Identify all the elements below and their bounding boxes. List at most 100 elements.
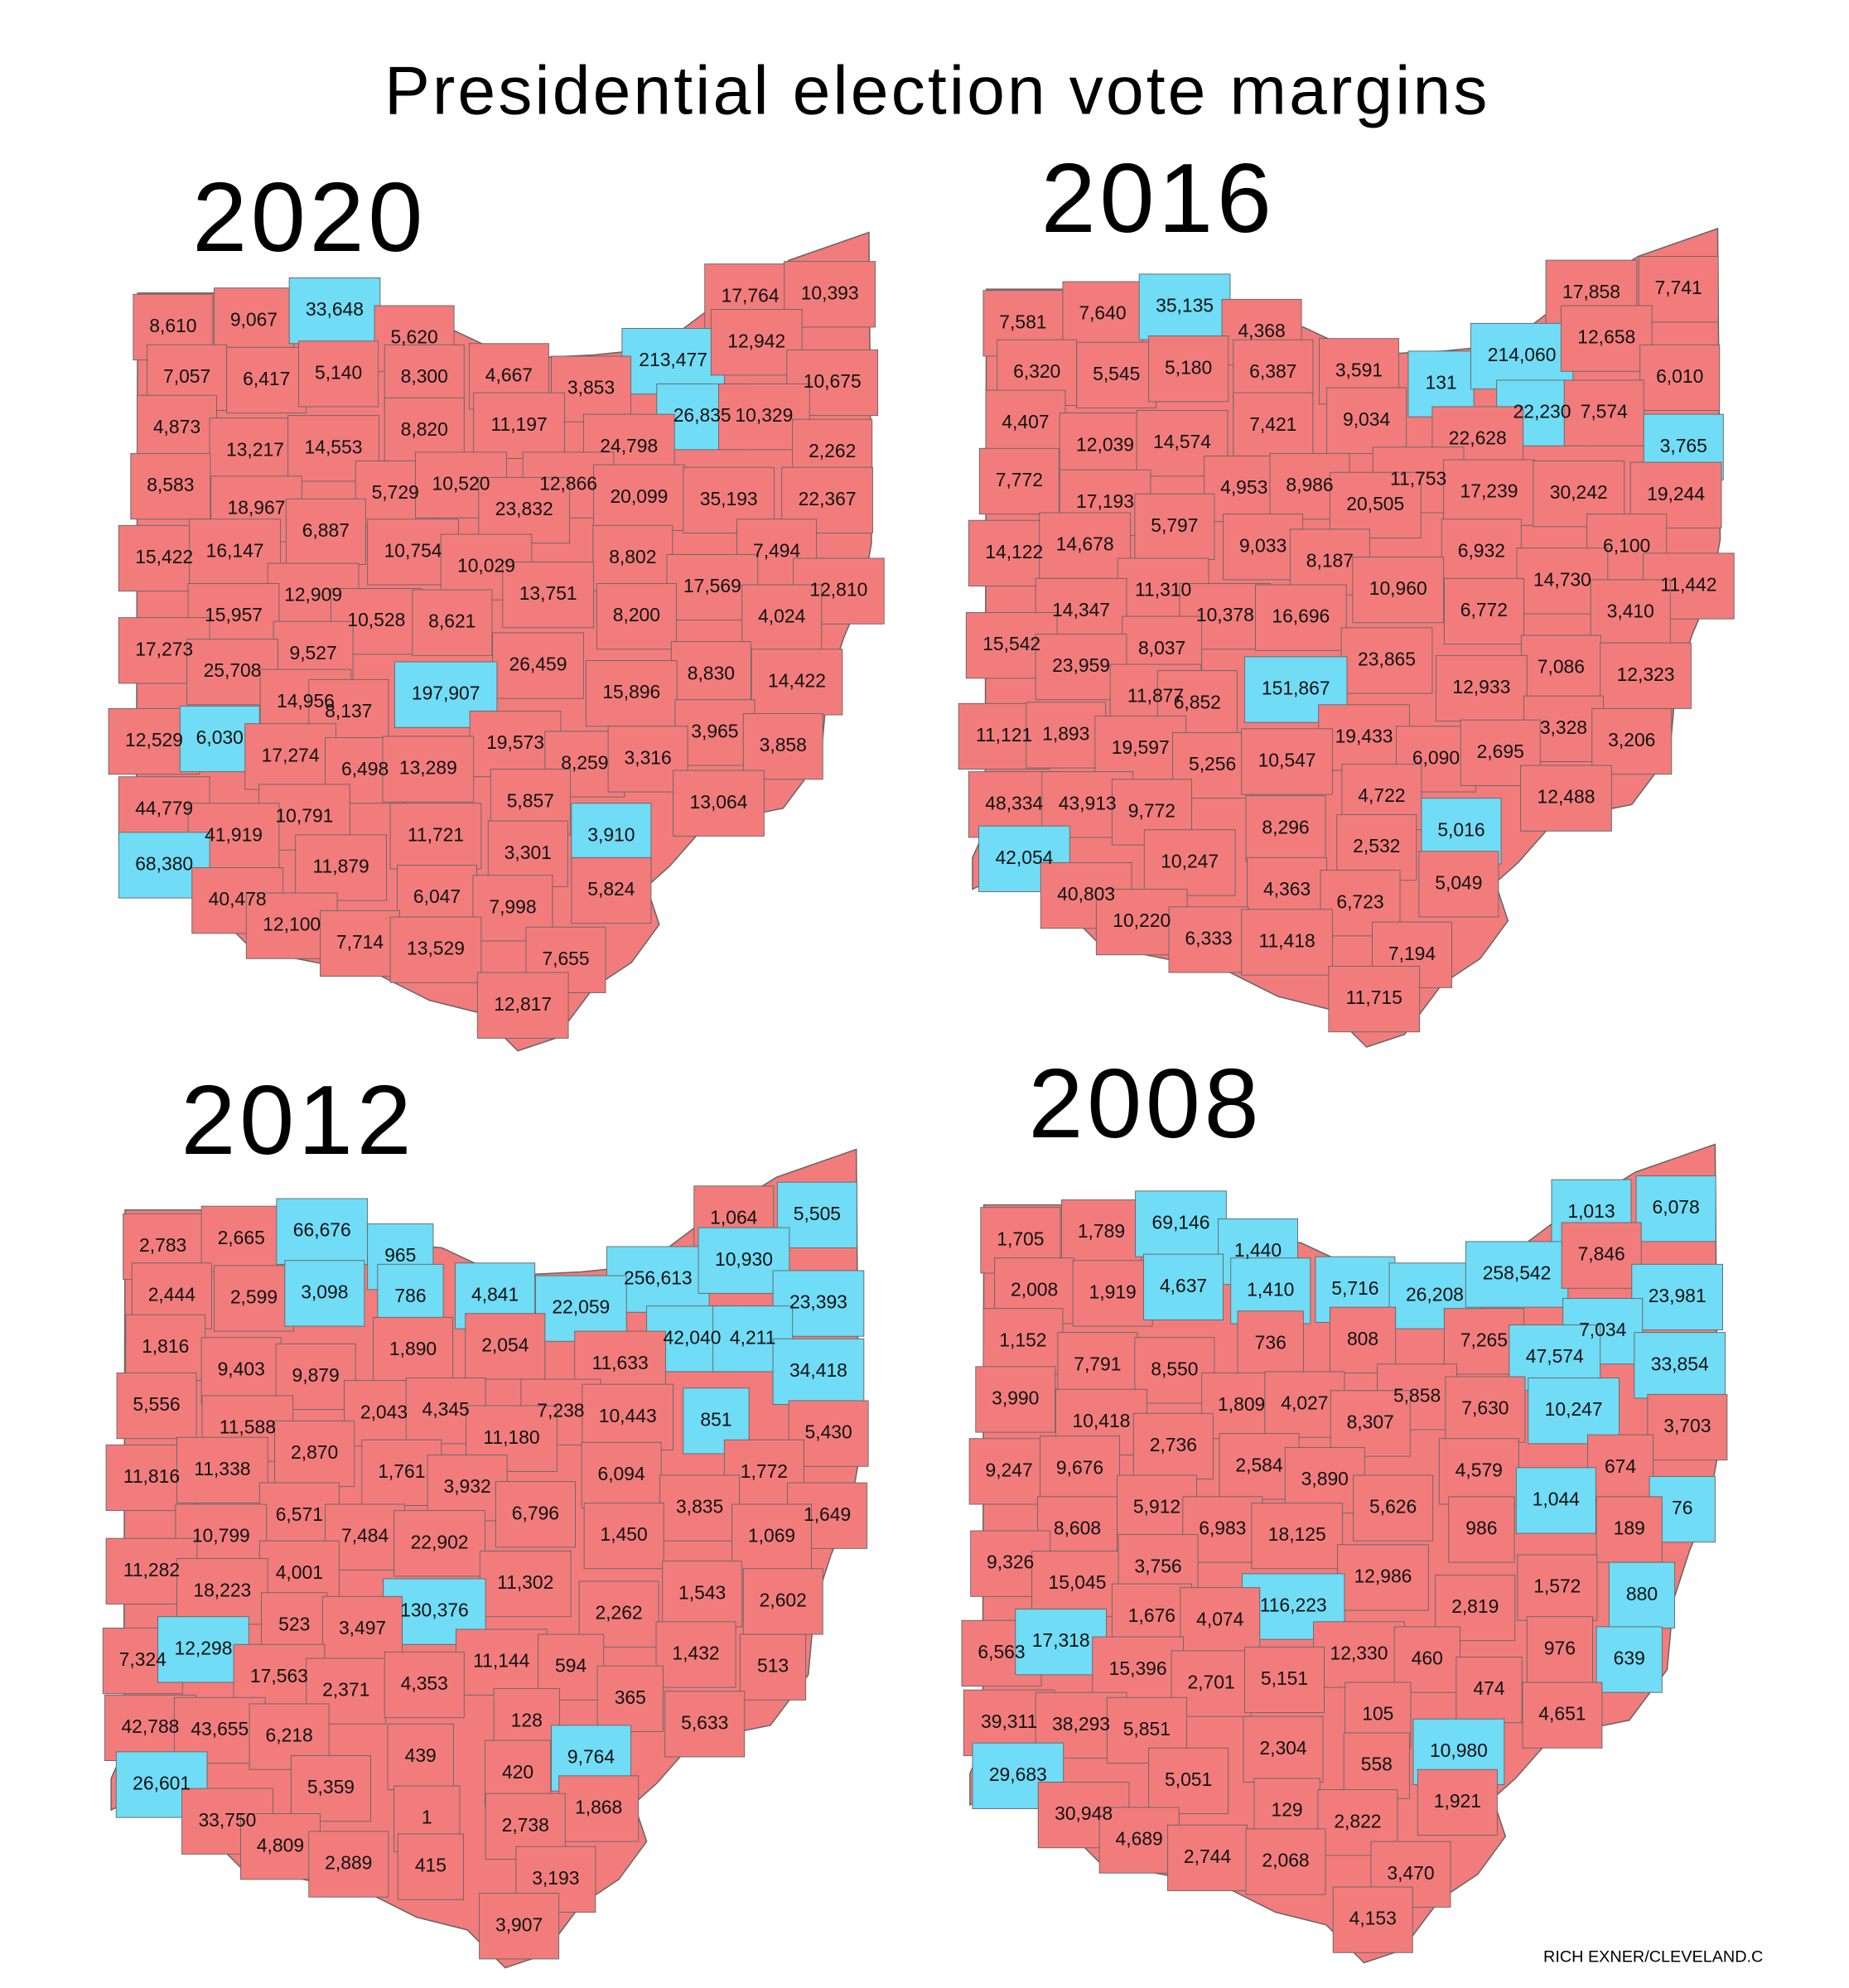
county-fill — [1148, 1747, 1229, 1815]
county-label: 2,444 — [148, 1283, 196, 1305]
county-label: 68,380 — [135, 853, 193, 875]
county-label: 10,443 — [599, 1405, 657, 1426]
county-label: 17,764 — [722, 284, 780, 306]
county-fill — [1515, 1467, 1596, 1534]
county-label: 48,334 — [985, 792, 1043, 813]
county-label: 214,060 — [1488, 344, 1557, 365]
county-label: 9,326 — [987, 1551, 1034, 1573]
county-label: 3,853 — [567, 377, 615, 398]
county-label: 1,572 — [1533, 1575, 1581, 1597]
county-label: 11,180 — [483, 1426, 539, 1448]
county-label: 851 — [700, 1408, 731, 1430]
county-fill — [1563, 379, 1644, 446]
county-label: 3,206 — [1608, 729, 1655, 750]
county-label: 12,986 — [1354, 1565, 1412, 1586]
state-map: 2,783 2,665 66,676 965 1,064 5,505 2,444 2,599 3… — [102, 1148, 869, 1969]
county-label: 22,902 — [411, 1531, 469, 1552]
county-label: 22,059 — [552, 1296, 610, 1318]
county-label: 8,187 — [1306, 550, 1354, 572]
county-label: 17,239 — [1460, 480, 1518, 502]
county-label: 23,832 — [495, 498, 553, 519]
county-label: 9,067 — [230, 308, 278, 330]
county-label: 10,247 — [1161, 850, 1219, 871]
county-fill — [1245, 795, 1326, 862]
county-label: 11,418 — [1258, 930, 1315, 952]
county-label: 3,910 — [587, 823, 635, 845]
county-fills — [958, 256, 1735, 1033]
county-label: 22,628 — [1449, 427, 1507, 449]
county-label: 2,744 — [1184, 1846, 1231, 1867]
county-label: 1,809 — [1218, 1393, 1265, 1415]
county-fill — [1631, 1263, 1723, 1331]
county-label: 4,667 — [485, 364, 533, 385]
county-label: 10,520 — [432, 473, 490, 495]
county-label: 7,640 — [1079, 302, 1126, 324]
county-fill — [593, 464, 685, 531]
county-fill — [295, 834, 387, 901]
county-fill — [1132, 1412, 1214, 1479]
county-label: 2,783 — [139, 1234, 186, 1256]
county-label: 594 — [555, 1655, 587, 1677]
county-fill — [985, 389, 1066, 456]
county-label: 3,890 — [1301, 1468, 1349, 1489]
county-label: 2,043 — [360, 1401, 408, 1422]
county-label: 6,983 — [1199, 1518, 1246, 1539]
county-label: 76 — [1672, 1497, 1692, 1518]
county-label: 3,835 — [676, 1496, 723, 1518]
county-fill — [1031, 1550, 1123, 1618]
county-label: 13,064 — [690, 791, 748, 813]
county-label: 8,550 — [1151, 1358, 1198, 1379]
county-label: 8,296 — [1262, 816, 1309, 837]
county-label: 2,304 — [1259, 1737, 1306, 1759]
county-label: 8,802 — [609, 546, 656, 567]
county-label: 9,034 — [1343, 408, 1390, 430]
county-label: 3,965 — [691, 720, 738, 741]
county-label: 5,140 — [315, 361, 362, 383]
county-label: 5,912 — [1133, 1496, 1180, 1518]
county-label: 5,620 — [390, 326, 437, 348]
county-fill — [1326, 387, 1407, 454]
county-label: 131 — [1425, 372, 1456, 393]
county-fill — [1560, 305, 1653, 372]
county-fill — [621, 327, 725, 395]
county-fill — [1590, 579, 1671, 646]
county-label: 10,791 — [275, 805, 333, 827]
county-label: 2,736 — [1150, 1434, 1197, 1455]
state-map: 8,610 9,067 33,648 5,620 17,764 10,393 7,057 6,… — [108, 231, 885, 1052]
county-label: 12,810 — [809, 579, 867, 601]
county-label: 8,200 — [613, 604, 660, 625]
county-label: 7,574 — [1581, 401, 1628, 422]
county-label: 9,879 — [292, 1364, 340, 1386]
county-fill — [1470, 322, 1574, 390]
county-label: 3,497 — [339, 1617, 386, 1638]
county-fill — [742, 713, 823, 780]
county-label: 3,591 — [1335, 359, 1383, 380]
county-label: 7,655 — [542, 948, 589, 969]
county-label: 639 — [1614, 1648, 1645, 1669]
county-label: 3,932 — [443, 1475, 490, 1497]
county-fill — [674, 699, 756, 766]
county-label: 5,256 — [1189, 753, 1236, 774]
county-label: 17,569 — [683, 575, 741, 596]
county-fill — [1465, 1241, 1569, 1308]
county-label: 11,753 — [1390, 467, 1446, 489]
county-fill — [1059, 413, 1151, 480]
county-label: 8,830 — [688, 662, 735, 683]
county-fill — [1092, 1636, 1184, 1703]
county-fill — [1138, 273, 1231, 340]
county-label: 976 — [1544, 1637, 1576, 1658]
county-fill — [583, 1503, 664, 1570]
county-label: 1,432 — [672, 1643, 719, 1664]
county-fill — [322, 1595, 403, 1663]
county-fill — [1407, 350, 1475, 417]
county-fill — [1520, 765, 1612, 832]
county-label: 7,034 — [1579, 1319, 1626, 1340]
county-label: 14,956 — [277, 690, 335, 712]
county-label: 128 — [511, 1709, 543, 1730]
county-label: 1,543 — [678, 1581, 726, 1603]
county-label: 16,147 — [206, 539, 264, 561]
county-fill — [1039, 512, 1131, 579]
county-label: 9,764 — [567, 1746, 615, 1768]
county-fill — [244, 723, 336, 790]
county-fill — [975, 1366, 1056, 1433]
